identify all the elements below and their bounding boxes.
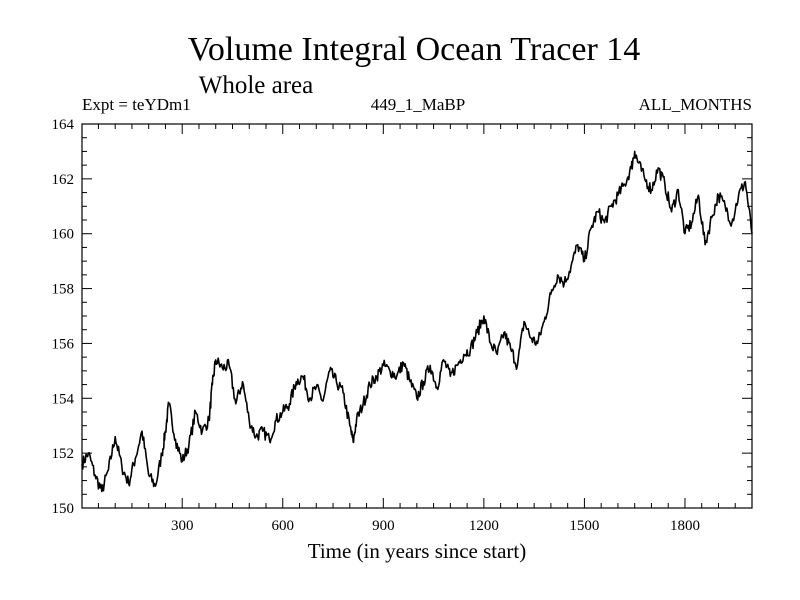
expt-label: Expt = teYDm1 xyxy=(82,95,191,114)
chart-title: Volume Integral Ocean Tracer 14 xyxy=(188,31,641,68)
y-tick-label: 162 xyxy=(52,172,75,188)
y-tick-label: 156 xyxy=(52,336,75,352)
y-tick-label: 154 xyxy=(52,391,75,407)
run-label: 449_1_MaBP xyxy=(371,95,465,114)
y-tick-label: 152 xyxy=(52,446,75,462)
x-tick-label: 600 xyxy=(272,518,295,534)
x-tick-label: 1800 xyxy=(670,518,700,534)
plot-frame xyxy=(81,123,753,509)
x-tick-label: 900 xyxy=(372,518,395,534)
x-axis-label: Time (in years since start) xyxy=(308,539,527,563)
y-tick-label: 164 xyxy=(52,117,75,133)
y-tick-label: 160 xyxy=(52,227,75,243)
x-tick-label: 1200 xyxy=(469,518,499,534)
series-line xyxy=(81,150,753,493)
x-tick-label: 300 xyxy=(171,518,194,534)
y-tick-label: 150 xyxy=(52,501,75,517)
months-label: ALL_MONTHS xyxy=(639,95,752,114)
x-tick-label: 1500 xyxy=(569,518,599,534)
chart-subtitle: Whole area xyxy=(199,72,314,99)
y-tick-label: 158 xyxy=(52,282,75,298)
